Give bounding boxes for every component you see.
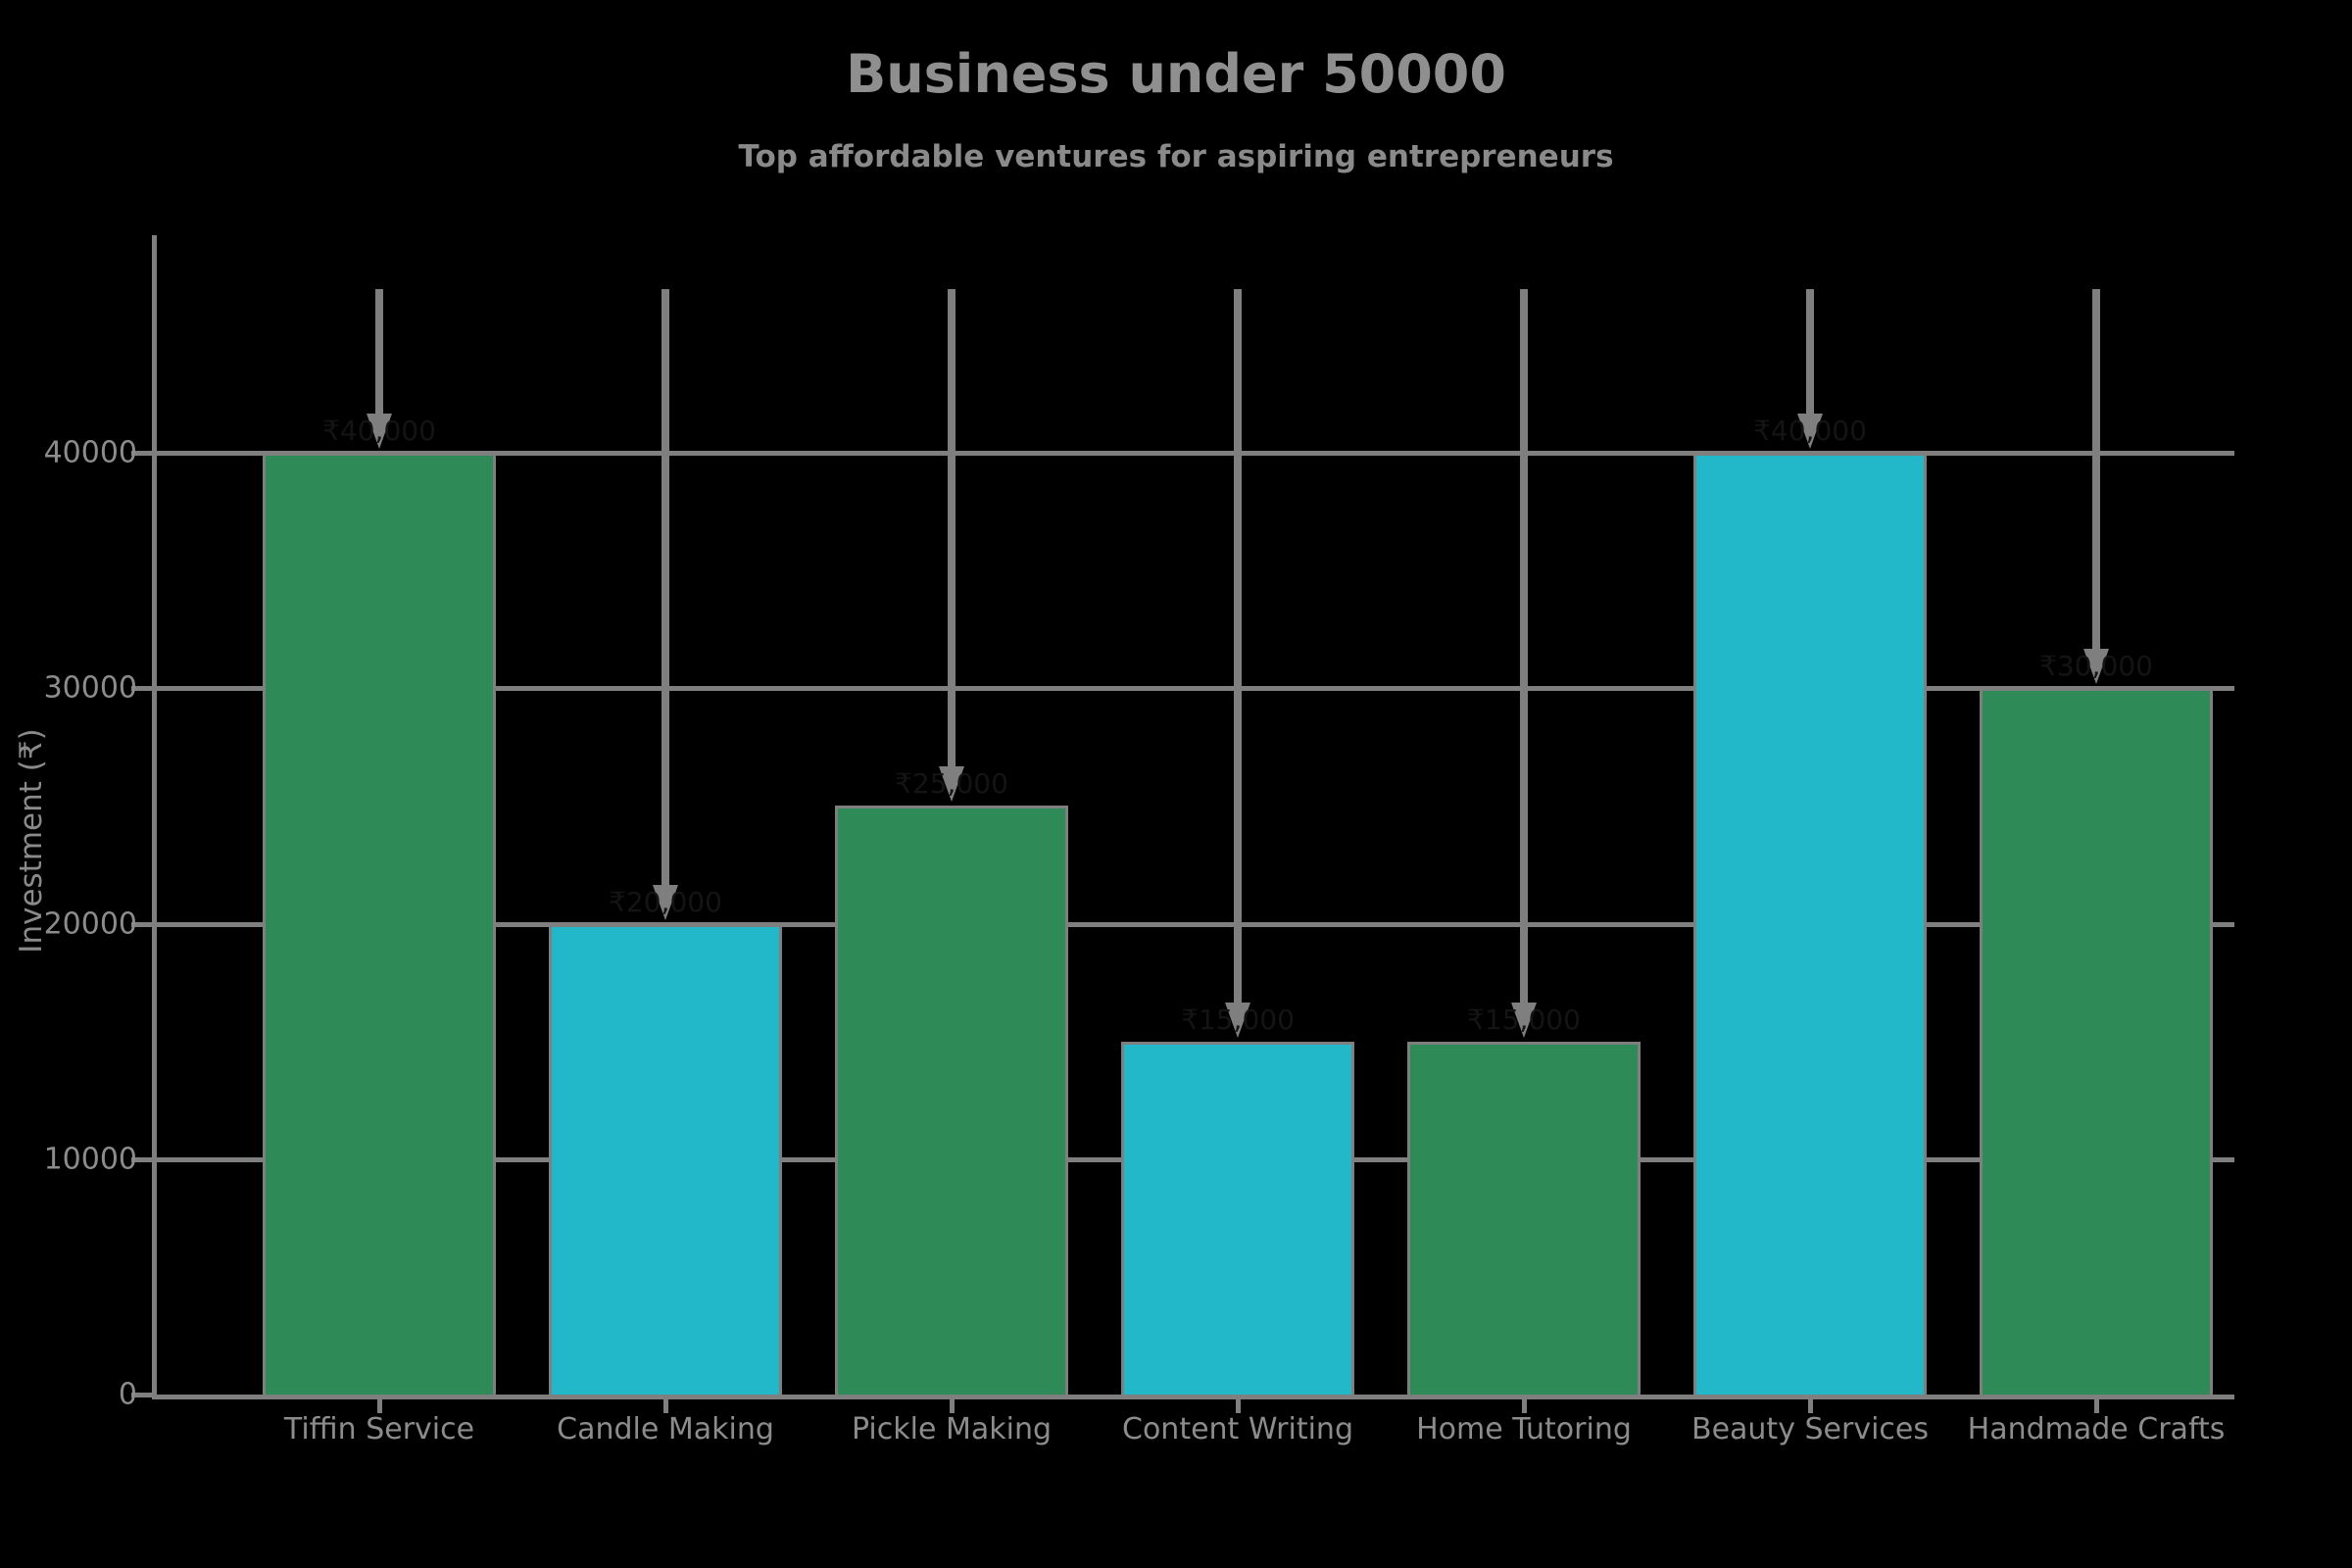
annotation-arrow-head	[1797, 414, 1823, 449]
bar	[1407, 1041, 1641, 1397]
x-tick-mark	[1236, 1399, 1241, 1413]
y-tick-mark	[131, 921, 157, 927]
annotation-arrow-line	[2092, 289, 2100, 650]
x-tick-mark	[1522, 1399, 1527, 1413]
annotation-arrow-head	[367, 414, 392, 449]
x-tick-mark	[663, 1399, 668, 1413]
y-tick-label: 40000	[43, 435, 137, 470]
annotation-arrow-head	[1511, 1002, 1537, 1038]
y-tick-mark	[131, 1393, 157, 1397]
y-tick-label: 30000	[43, 670, 137, 706]
bar	[1121, 1041, 1354, 1397]
y-tick-label: 10000	[43, 1142, 137, 1177]
bar	[835, 806, 1068, 1397]
annotation-arrow-line	[1806, 289, 1814, 414]
annotation-value: ₹20,000	[609, 885, 722, 918]
annotation-value: ₹40,000	[1753, 415, 1867, 447]
y-tick-label: 0	[118, 1377, 137, 1412]
annotation-value: ₹15,000	[1467, 1003, 1581, 1036]
y-tick-mark	[131, 686, 157, 692]
annotation-arrow-line	[948, 289, 956, 767]
bar	[549, 923, 782, 1397]
x-tick-mark	[377, 1399, 382, 1413]
annotation-value: ₹40,000	[322, 415, 436, 447]
annotation-arrow-head	[653, 884, 678, 920]
y-axis-spine	[152, 235, 157, 1399]
annotation-value: ₹30,000	[2039, 650, 2153, 683]
y-tick-mark	[131, 1156, 157, 1162]
bar	[263, 453, 496, 1397]
y-tick-label: 20000	[43, 906, 137, 941]
annotation-arrow-line	[375, 289, 383, 414]
chart-title: Business under 50000	[846, 43, 1506, 105]
x-tick-label: Home Tutoring	[1416, 1412, 1632, 1446]
x-tick-mark	[950, 1399, 955, 1413]
y-gridline	[157, 921, 2234, 927]
bar	[1980, 688, 2213, 1397]
annotation-value: ₹15,000	[1181, 1003, 1295, 1036]
annotation-arrow-head	[939, 766, 964, 803]
x-tick-label: Content Writing	[1122, 1412, 1353, 1446]
x-tick-label: Tiffin Service	[283, 1412, 475, 1446]
annotation-arrow-line	[1234, 289, 1242, 1003]
y-gridline	[157, 451, 2234, 456]
x-tick-label: Handmade Crafts	[1967, 1412, 2226, 1446]
x-tick-mark	[1808, 1399, 1813, 1413]
chart-subtitle: Top affordable ventures for aspiring ent…	[738, 139, 1614, 174]
x-tick-label: Candle Making	[557, 1412, 774, 1446]
bar	[1693, 453, 1927, 1397]
y-tick-mark	[131, 451, 157, 456]
y-gridline	[157, 686, 2234, 692]
annotation-arrow-head	[1225, 1002, 1250, 1038]
annotation-value: ₹25,000	[895, 767, 1008, 801]
x-tick-mark	[2094, 1399, 2099, 1413]
x-tick-label: Pickle Making	[852, 1412, 1052, 1446]
annotation-arrow-line	[1520, 289, 1528, 1003]
annotation-arrow-line	[662, 289, 669, 885]
x-tick-label: Beauty Services	[1691, 1412, 1929, 1446]
annotation-arrow-head	[2083, 649, 2109, 685]
